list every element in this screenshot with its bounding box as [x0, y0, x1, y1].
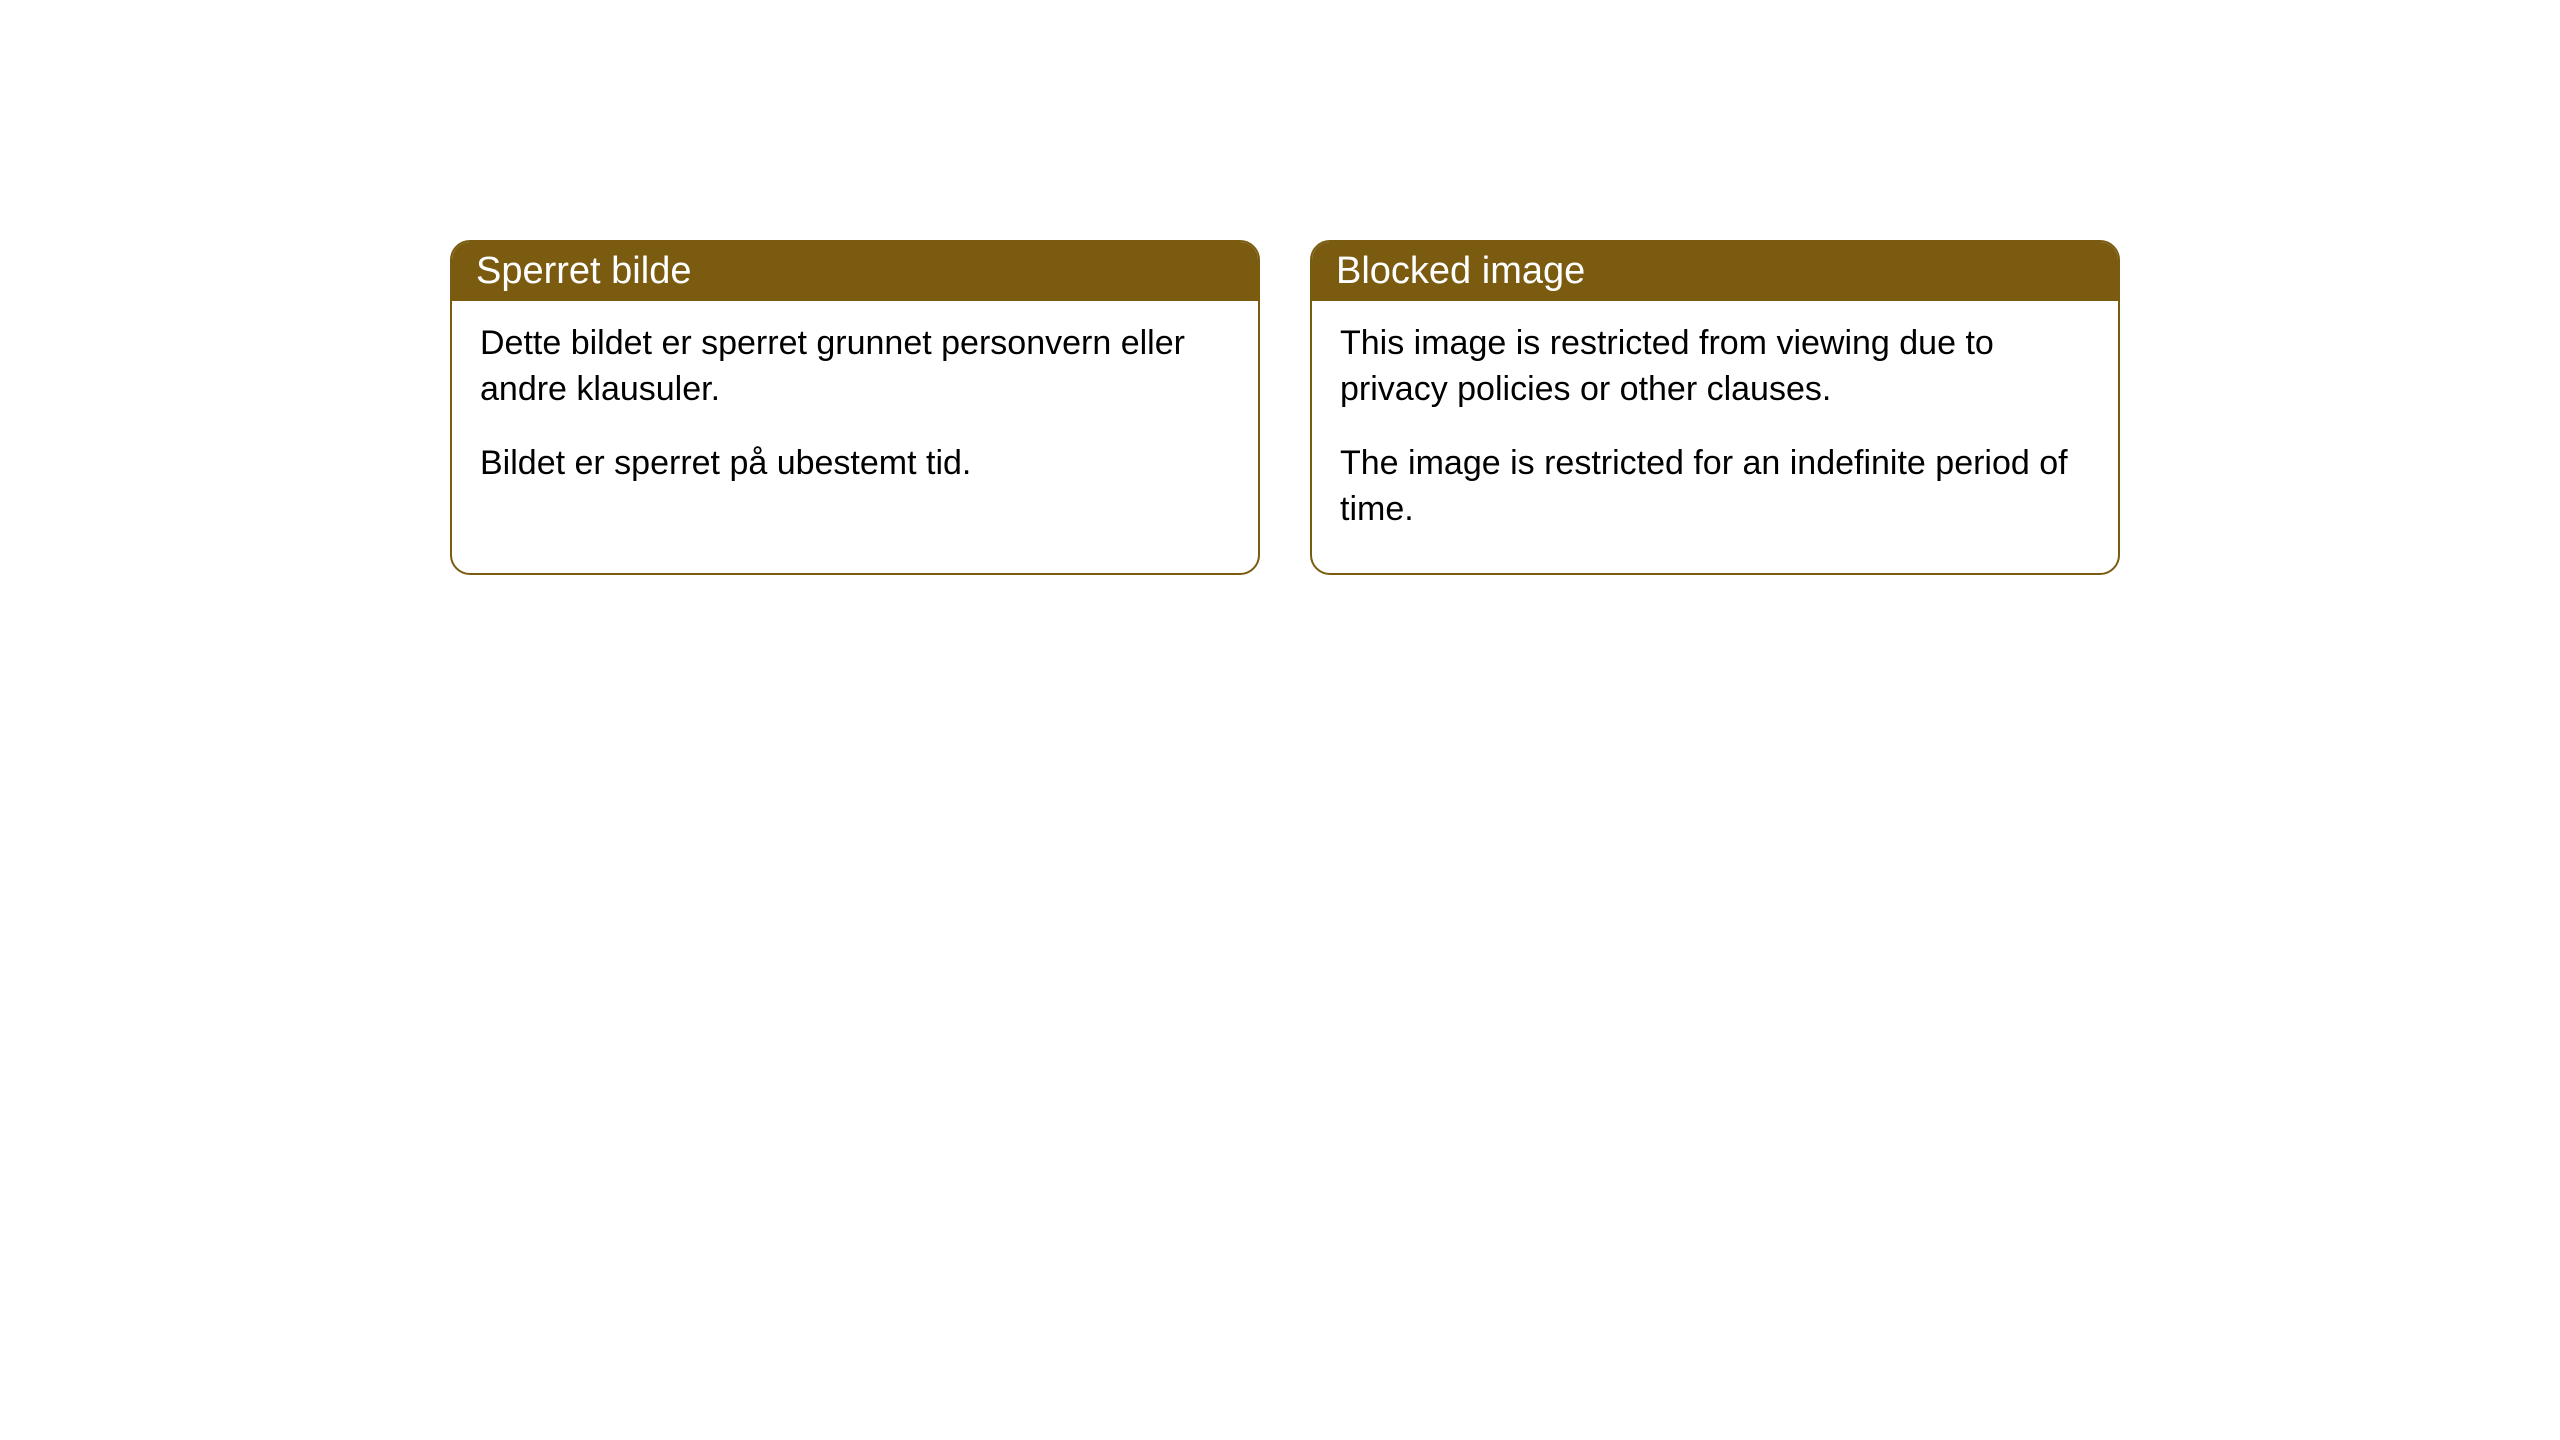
- card-paragraph1-english: This image is restricted from viewing du…: [1340, 321, 2090, 413]
- card-paragraph1-norwegian: Dette bildet er sperret grunnet personve…: [480, 321, 1230, 413]
- card-paragraph2-norwegian: Bildet er sperret på ubestemt tid.: [480, 441, 1230, 487]
- card-english: Blocked image This image is restricted f…: [1310, 240, 2120, 575]
- card-title-english: Blocked image: [1336, 250, 1585, 292]
- card-paragraph2-english: The image is restricted for an indefinit…: [1340, 441, 2090, 533]
- card-norwegian: Sperret bilde Dette bildet er sperret gr…: [450, 240, 1260, 575]
- card-header-norwegian: Sperret bilde: [452, 242, 1258, 301]
- card-title-norwegian: Sperret bilde: [476, 250, 691, 292]
- cards-container: Sperret bilde Dette bildet er sperret gr…: [450, 240, 2120, 575]
- card-body-norwegian: Dette bildet er sperret grunnet personve…: [452, 301, 1258, 527]
- card-header-english: Blocked image: [1312, 242, 2118, 301]
- card-body-english: This image is restricted from viewing du…: [1312, 301, 2118, 573]
